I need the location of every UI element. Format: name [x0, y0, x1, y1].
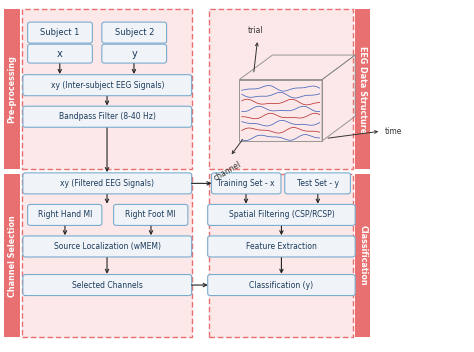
FancyBboxPatch shape: [285, 173, 350, 194]
Text: Subject 2: Subject 2: [115, 28, 154, 37]
Text: time: time: [384, 127, 402, 136]
FancyBboxPatch shape: [23, 106, 191, 127]
Text: Spatial Filtering (CSP/RCSP): Spatial Filtering (CSP/RCSP): [228, 210, 334, 219]
Text: channel: channel: [212, 160, 243, 183]
FancyBboxPatch shape: [208, 236, 355, 257]
Text: Selected Channels: Selected Channels: [72, 281, 143, 290]
FancyBboxPatch shape: [27, 44, 92, 63]
FancyBboxPatch shape: [114, 205, 188, 225]
FancyBboxPatch shape: [209, 174, 353, 337]
Text: Classification: Classification: [358, 225, 367, 286]
FancyBboxPatch shape: [23, 275, 191, 296]
Text: Right Foot MI: Right Foot MI: [126, 210, 176, 219]
FancyBboxPatch shape: [23, 75, 191, 96]
FancyBboxPatch shape: [102, 22, 166, 43]
Text: trial: trial: [248, 26, 264, 35]
FancyBboxPatch shape: [22, 10, 192, 169]
Text: y: y: [131, 49, 137, 59]
FancyBboxPatch shape: [27, 205, 102, 225]
FancyBboxPatch shape: [355, 174, 370, 337]
Text: Subject 1: Subject 1: [40, 28, 80, 37]
Text: EEG Data Structure: EEG Data Structure: [358, 46, 367, 133]
FancyBboxPatch shape: [4, 10, 19, 169]
Text: Test Set - y: Test Set - y: [297, 179, 338, 188]
Text: Right Hand MI: Right Hand MI: [37, 210, 92, 219]
FancyBboxPatch shape: [102, 44, 166, 63]
FancyBboxPatch shape: [211, 173, 281, 194]
Text: x: x: [57, 49, 63, 59]
FancyBboxPatch shape: [208, 205, 355, 225]
Text: Classification (y): Classification (y): [249, 281, 313, 290]
FancyBboxPatch shape: [4, 174, 19, 337]
Text: Source Localization (wMEM): Source Localization (wMEM): [54, 242, 161, 251]
FancyBboxPatch shape: [23, 236, 191, 257]
FancyBboxPatch shape: [23, 173, 191, 194]
FancyBboxPatch shape: [209, 10, 353, 169]
Text: xy (Inter-subject EEG Signals): xy (Inter-subject EEG Signals): [51, 81, 164, 90]
FancyBboxPatch shape: [355, 10, 370, 169]
FancyBboxPatch shape: [27, 22, 92, 43]
Text: Bandpass Filter (8-40 Hz): Bandpass Filter (8-40 Hz): [59, 112, 155, 121]
Text: Channel Selection: Channel Selection: [8, 215, 17, 297]
Text: Pre-processing: Pre-processing: [8, 55, 17, 123]
Text: Training Set - x: Training Set - x: [218, 179, 275, 188]
Text: Feature Extraction: Feature Extraction: [246, 242, 317, 251]
FancyBboxPatch shape: [22, 174, 192, 337]
FancyBboxPatch shape: [208, 275, 355, 296]
Text: xy (Filtered EEG Signals): xy (Filtered EEG Signals): [60, 179, 154, 188]
